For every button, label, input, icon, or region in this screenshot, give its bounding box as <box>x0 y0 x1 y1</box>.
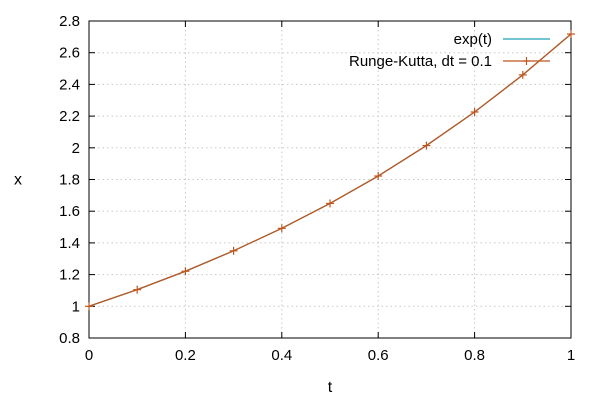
y-tick-label: 1.2 <box>59 267 80 284</box>
axis-ticks: 0 0.2 0.4 0.6 0.8 1 0.8 1 1.2 1.4 1.6 1.8 2 2.2 2.4 2.6… <box>59 13 575 364</box>
x-tick-label: 0.6 <box>368 347 389 364</box>
x-tick-label: 0 <box>85 347 93 364</box>
data-point <box>229 246 238 255</box>
y-tick-label: 2.6 <box>59 45 80 62</box>
data-point <box>422 141 431 150</box>
data-point <box>518 70 527 79</box>
data-point <box>567 29 575 38</box>
data-point <box>470 107 479 116</box>
y-tick-label: 1.6 <box>59 203 80 220</box>
y-tick-label: 2.2 <box>59 108 80 125</box>
y-axis-label: x <box>14 172 22 189</box>
data-point <box>133 285 142 294</box>
data-point <box>374 172 383 181</box>
data-point <box>85 302 93 311</box>
x-tick-label: 0.4 <box>271 347 292 364</box>
series-line-1 <box>88 33 572 307</box>
y-tick-label: 2.8 <box>59 13 80 30</box>
grid <box>89 21 571 338</box>
y-tick-label: 2.4 <box>59 76 80 93</box>
y-tick-label: 1 <box>72 298 80 315</box>
series-group <box>85 29 575 311</box>
y-tick-label: 1.4 <box>59 235 80 252</box>
legend-label: exp(t) <box>454 31 492 48</box>
data-point <box>277 224 286 233</box>
y-tick-label: 2 <box>72 140 80 157</box>
x-tick-label: 0.2 <box>175 347 196 364</box>
y-tick-label: 0.8 <box>59 330 80 347</box>
x-tick-label: 1 <box>567 347 575 364</box>
data-point <box>181 267 190 276</box>
legend-label: Runge-Kutta, dt = 0.1 <box>349 53 492 70</box>
x-axis-label: t <box>328 379 333 396</box>
data-point <box>522 57 531 65</box>
x-tick-label: 0.8 <box>464 347 485 364</box>
legend: exp(t) Runge-Kutta, dt = 0.1 <box>349 31 550 70</box>
series-line-0 <box>88 33 572 307</box>
data-point <box>326 199 334 208</box>
y-tick-label: 1.8 <box>59 172 80 189</box>
